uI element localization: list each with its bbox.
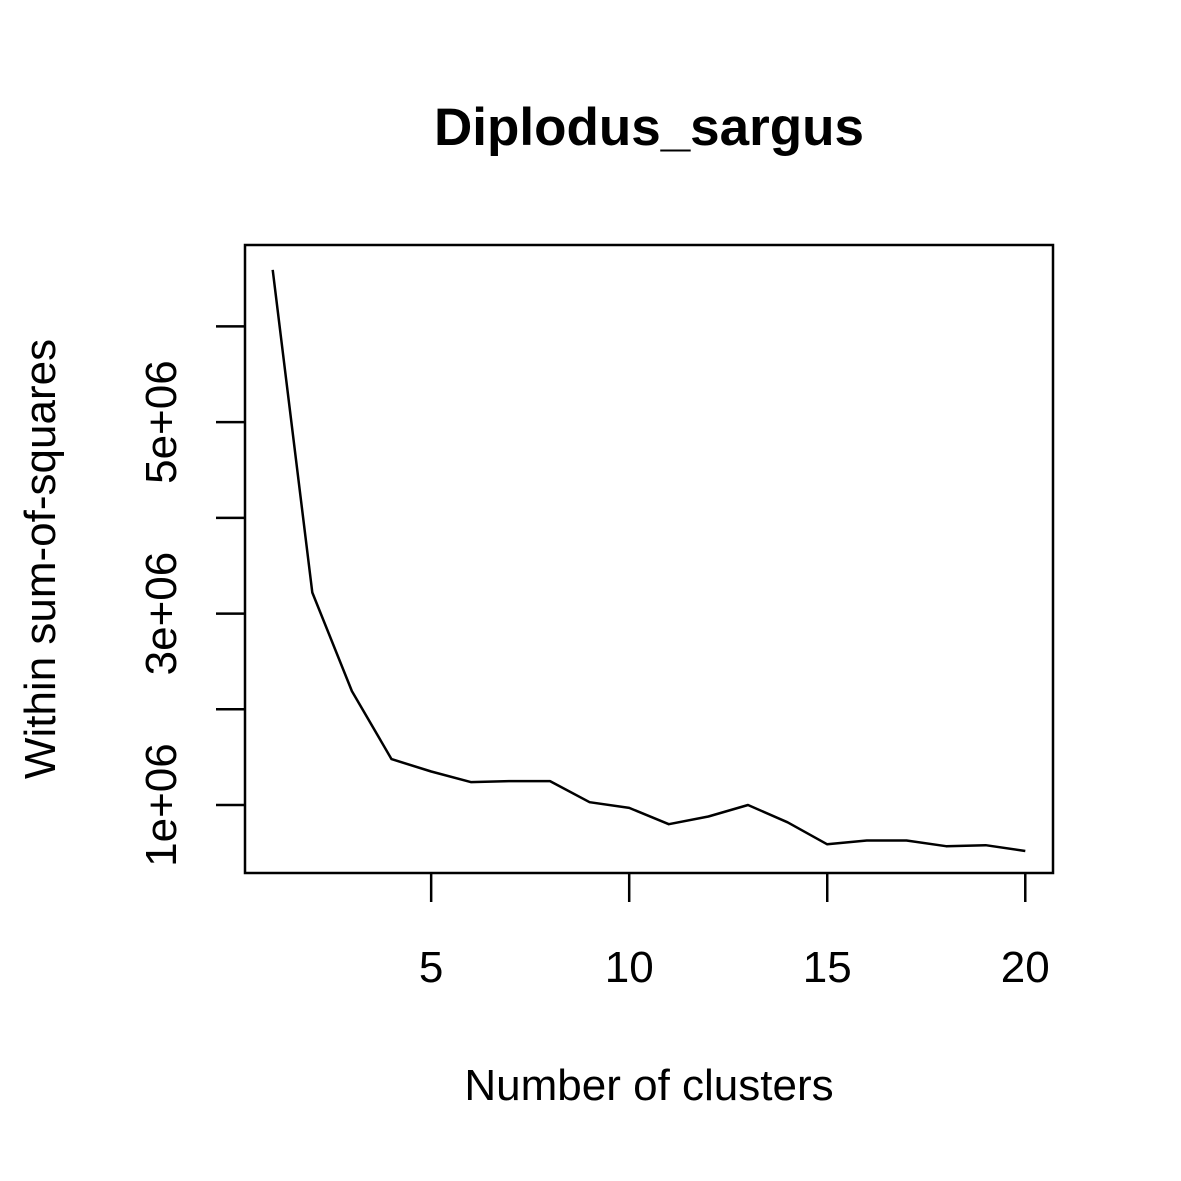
- y-axis: 1e+06 3e+06 5e+06: [137, 325, 245, 867]
- y-tick-label: 5e+06: [137, 360, 186, 484]
- series-layer: [271, 269, 1026, 853]
- plot-frame: [243, 243, 1055, 875]
- x-axis: 5 10 15 20: [419, 873, 1050, 992]
- chart-title: Diplodus_sargus: [434, 98, 864, 157]
- x-tick-label: 5: [419, 943, 443, 992]
- x-tick-label: 10: [605, 943, 654, 992]
- y-axis-label: Within sum-of-squares: [16, 339, 65, 779]
- x-tick-label: 15: [803, 943, 852, 992]
- y-tick-label: 1e+06: [137, 743, 186, 867]
- y-tick-label: 3e+06: [137, 552, 186, 676]
- x-tick-label: 20: [1001, 943, 1050, 992]
- x-axis-label: Number of clusters: [464, 1061, 833, 1110]
- series-line: [271, 269, 1026, 853]
